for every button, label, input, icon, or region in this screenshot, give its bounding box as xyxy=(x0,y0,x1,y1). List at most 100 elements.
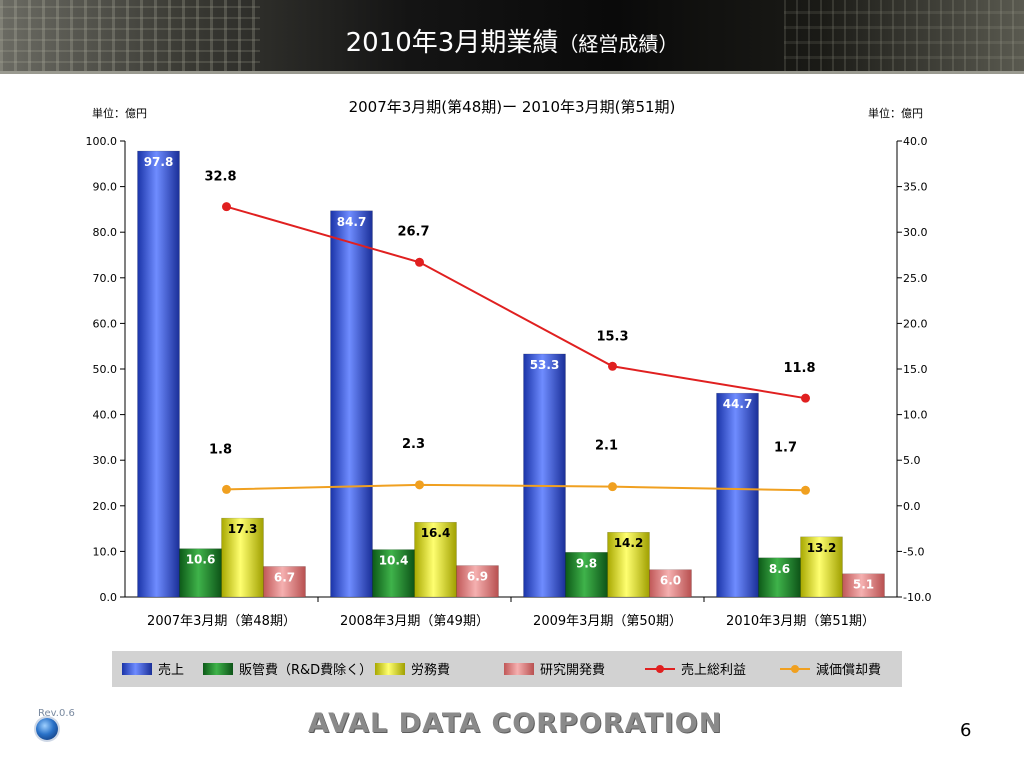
line-data-label: 26.7 xyxy=(397,224,429,239)
y-tick-label-left: 0.0 xyxy=(100,591,118,604)
bar-2-3 xyxy=(565,552,608,598)
line-point-1-4 xyxy=(801,393,810,403)
bar-data-label: 8.6 xyxy=(769,562,790,576)
y-tick-label-right: 0.0 xyxy=(903,500,921,513)
y-tick-label-right: 30.0 xyxy=(903,226,928,239)
header-circuit-decoration-right xyxy=(784,0,1024,74)
legend-swatch xyxy=(375,663,405,675)
bar-data-label: 9.8 xyxy=(576,556,597,570)
bar-4-3 xyxy=(649,569,692,598)
bar-4-4 xyxy=(842,573,885,598)
y-tick-label-right: 35.0 xyxy=(903,181,928,194)
y-tick-label-left: 30.0 xyxy=(93,454,118,467)
line-data-label: 15.3 xyxy=(596,329,628,344)
bar-data-label: 6.9 xyxy=(467,570,488,584)
bar-3-2 xyxy=(414,521,457,598)
legend-label: 売上総利益 xyxy=(681,662,746,678)
line-point-1-3 xyxy=(608,361,617,371)
x-tick-label: 2008年3月期（第49期） xyxy=(340,614,489,629)
line-point-1-2 xyxy=(415,257,424,267)
line-data-label: 2.3 xyxy=(402,437,425,452)
legend-marker xyxy=(656,665,664,673)
bar-data-label: 17.3 xyxy=(228,522,258,536)
chart-axes: 0.0 10.0 20.0 30.0 40.0 50.0 60.0 70.0 80.0 90.0 1… xyxy=(86,135,932,629)
slide-header: 2010年3月期業績（経営成績） xyxy=(0,0,1024,74)
y-tick-label-right: -5.0 xyxy=(903,545,924,558)
bar-data-label: 10.4 xyxy=(379,554,409,568)
bar-data-label: 10.6 xyxy=(186,553,216,567)
y-tick-label-left: 100.0 xyxy=(86,135,118,148)
legend-label: 研究開発費 xyxy=(540,663,605,678)
y-tick-label-left: 90.0 xyxy=(93,181,118,194)
bar-2-4 xyxy=(758,557,801,598)
line-point-1-1 xyxy=(222,202,231,212)
legend-label: 売上 xyxy=(158,662,184,678)
company-brand: AVAL DATA CORPORATION xyxy=(308,708,723,739)
y-tick-label-right: 20.0 xyxy=(903,317,928,330)
y-tick-label-right: 25.0 xyxy=(903,272,928,285)
chart-title: 2007年3月期(第48期)ー 2010年3月期(第51期) xyxy=(349,98,676,116)
legend-label: 販管費（R&D費除く） xyxy=(239,663,372,678)
slide-title-sub: （経営成績） xyxy=(558,32,679,56)
bar-data-label: 6.0 xyxy=(660,574,681,588)
bar-1-2 xyxy=(330,210,373,598)
line-data-label: 11.8 xyxy=(783,361,815,376)
slide-title-main: 2010年3月期業績 xyxy=(345,28,559,58)
line-point-2-1 xyxy=(222,484,231,494)
y-tick-label-left: 50.0 xyxy=(93,363,118,376)
line-data-label: 32.8 xyxy=(204,170,236,185)
bar-1-4 xyxy=(716,392,759,598)
x-tick-label: 2009年3月期（第50期） xyxy=(533,614,682,629)
header-circuit-decoration xyxy=(0,0,260,74)
bar-data-label: 6.7 xyxy=(274,570,295,584)
legend-marker xyxy=(791,665,799,673)
y-tick-label-left: 40.0 xyxy=(93,409,118,422)
bar-data-label: 44.7 xyxy=(723,397,753,411)
chart-lines: 32.8 26.7 15.3 11.8 1.8 2.3 2.1 1.7 xyxy=(204,170,816,495)
line-point-2-3 xyxy=(608,482,617,492)
chart-bars: 97.8 84.7 53.3 44.7 10.6 10.4 9.8 8.6 17.3 16.4 14… xyxy=(137,150,885,598)
legend-swatch xyxy=(504,663,534,675)
slide-title: 2010年3月期業績（経営成績） xyxy=(0,22,1024,59)
bar-2-2 xyxy=(372,549,415,598)
bar-1-3 xyxy=(523,353,566,598)
legend-swatch xyxy=(203,663,233,675)
line-data-label: 1.7 xyxy=(774,440,797,455)
unit-label-right: 単位：億円 xyxy=(868,106,923,120)
chart-legend: 売上 販管費（R&D費除く） 労務費 研究開発費 売上総利益 減価償却費 xyxy=(112,651,902,687)
bar-data-label: 97.8 xyxy=(144,155,174,169)
line-point-2-2 xyxy=(415,480,424,490)
bar-data-label: 14.2 xyxy=(614,536,644,550)
revision-label: Rev.0.6 xyxy=(38,708,75,719)
bar-2-1 xyxy=(179,548,222,598)
y-tick-label-right: 40.0 xyxy=(903,135,928,148)
bar-data-label: 5.1 xyxy=(853,578,874,592)
performance-chart: 2007年3月期(第48期)ー 2010年3月期(第51期) 単位：億円 単位：… xyxy=(86,98,932,687)
legend-swatch xyxy=(122,663,152,675)
bar-data-label: 13.2 xyxy=(807,541,837,555)
line-series-2 xyxy=(226,483,806,492)
globe-logo-icon xyxy=(36,718,58,740)
y-tick-label-left: 10.0 xyxy=(93,545,118,558)
bar-1-1 xyxy=(137,150,180,598)
bar-3-4 xyxy=(800,536,843,598)
page-number: 6 xyxy=(960,720,972,741)
y-tick-label-right: -10.0 xyxy=(903,591,931,604)
bar-data-label: 53.3 xyxy=(530,358,560,372)
line-point-2-4 xyxy=(801,485,810,495)
bar-data-label: 84.7 xyxy=(337,215,367,229)
x-tick-label: 2007年3月期（第48期） xyxy=(147,614,296,629)
bar-4-2 xyxy=(456,565,499,598)
bar-data-label: 16.4 xyxy=(421,526,451,540)
bar-4-1 xyxy=(263,566,306,598)
y-tick-label-right: 5.0 xyxy=(903,454,921,467)
line-data-label: 1.8 xyxy=(209,442,232,457)
unit-label-left: 単位：億円 xyxy=(92,106,147,120)
x-tick-label: 2010年3月期（第51期） xyxy=(726,614,875,629)
bar-3-1 xyxy=(221,517,264,598)
bar-3-3 xyxy=(607,531,650,598)
y-tick-label-left: 60.0 xyxy=(93,317,118,330)
y-tick-label-right: 15.0 xyxy=(903,363,928,376)
legend-label: 減価償却費 xyxy=(816,662,881,678)
legend-label: 労務費 xyxy=(411,663,450,678)
